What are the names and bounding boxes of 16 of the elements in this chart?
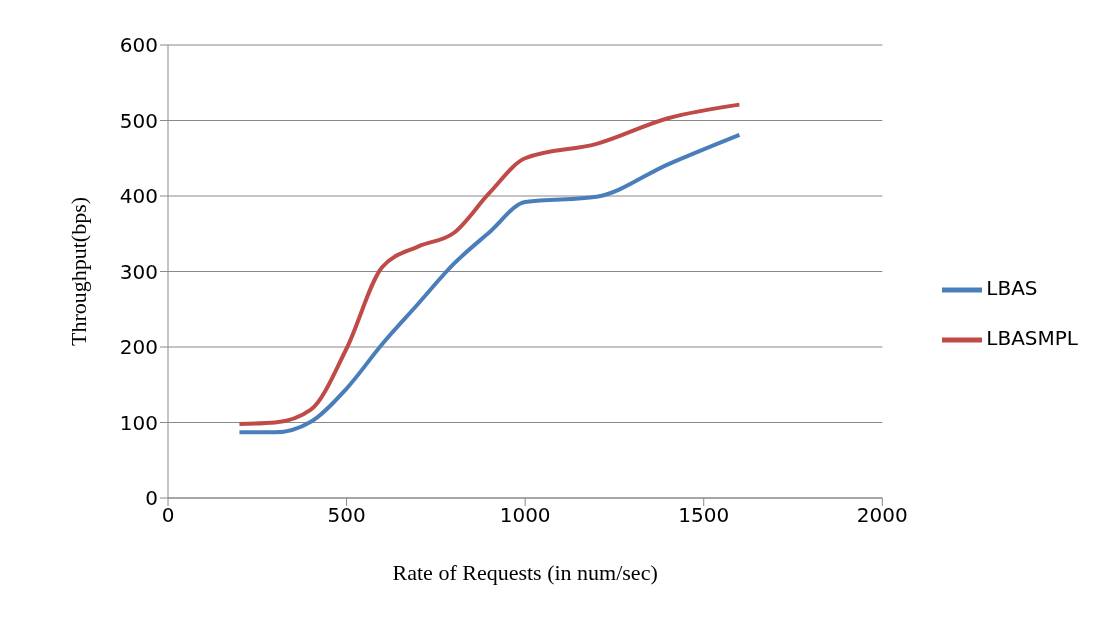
x-axis-title: Rate of Requests (in num/sec): [392, 560, 658, 585]
y-tick-label: 400: [119, 184, 158, 209]
x-tick-label: 1000: [499, 503, 551, 528]
legend-label: LBAS: [986, 276, 1038, 300]
y-tick-label: 200: [119, 335, 158, 360]
y-tick-label: 500: [119, 108, 158, 133]
y-tick-label: 100: [119, 410, 158, 435]
x-tick-label: 500: [327, 503, 366, 528]
y-tick-label: 300: [119, 259, 158, 284]
y-tick-label: 0: [145, 486, 158, 511]
x-tick-label: 2000: [856, 503, 908, 528]
y-tick-label: 600: [119, 33, 158, 58]
x-tick-label: 1500: [678, 503, 730, 528]
y-axis-title: Throughput(bps): [65, 196, 91, 347]
x-tick-label: 0: [161, 503, 175, 528]
legend-label: LBASMPL: [986, 326, 1078, 350]
